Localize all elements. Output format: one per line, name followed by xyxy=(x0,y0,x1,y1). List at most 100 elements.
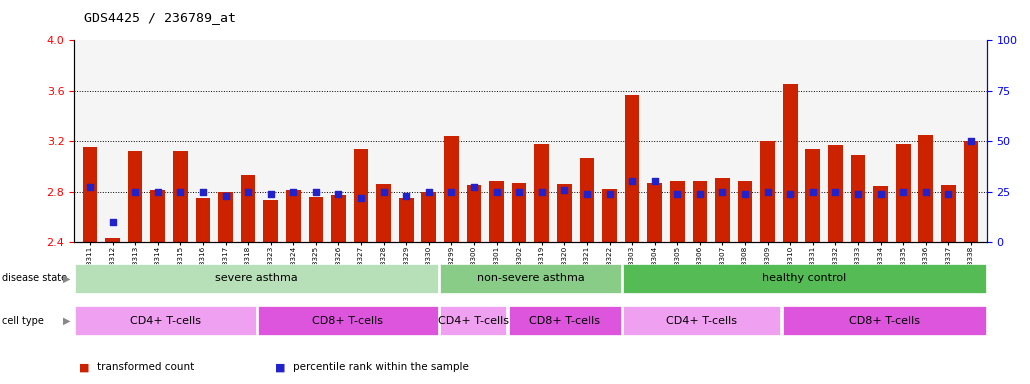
Bar xyxy=(896,144,911,242)
Text: ▶: ▶ xyxy=(63,316,70,326)
Bar xyxy=(623,264,986,293)
Point xyxy=(488,189,505,195)
Point xyxy=(918,189,934,195)
Bar xyxy=(353,149,369,242)
Bar xyxy=(82,147,97,242)
Bar xyxy=(964,141,978,242)
Bar xyxy=(941,185,956,242)
Point xyxy=(670,190,686,197)
Point xyxy=(940,190,957,197)
Text: CD4+ T-cells: CD4+ T-cells xyxy=(438,316,509,326)
Point xyxy=(104,219,121,225)
Bar xyxy=(828,145,843,242)
Text: CD8+ T-cells: CD8+ T-cells xyxy=(312,316,383,326)
Point xyxy=(375,189,391,195)
Text: disease state: disease state xyxy=(2,273,67,283)
Point xyxy=(691,190,708,197)
Text: ■: ■ xyxy=(79,362,90,372)
Bar xyxy=(467,185,481,242)
Bar xyxy=(441,264,620,293)
Point xyxy=(534,189,550,195)
Point xyxy=(127,189,143,195)
Bar xyxy=(715,178,730,242)
Point xyxy=(240,189,256,195)
Bar xyxy=(805,149,820,242)
Text: severe asthma: severe asthma xyxy=(215,273,298,283)
Point xyxy=(804,189,821,195)
Point xyxy=(872,190,889,197)
Point xyxy=(81,184,98,190)
Point xyxy=(331,190,347,197)
Bar xyxy=(75,306,255,335)
Text: CD4+ T-cells: CD4+ T-cells xyxy=(666,316,737,326)
Point xyxy=(827,189,844,195)
Bar xyxy=(580,157,594,242)
Point xyxy=(353,195,370,201)
Bar xyxy=(286,190,301,242)
Bar xyxy=(625,94,640,242)
Text: GDS4425 / 236789_at: GDS4425 / 236789_at xyxy=(84,12,237,25)
Point xyxy=(466,184,482,190)
Bar xyxy=(737,182,752,242)
Text: healthy control: healthy control xyxy=(762,273,847,283)
Bar xyxy=(441,306,507,335)
Text: percentile rank within the sample: percentile rank within the sample xyxy=(293,362,469,372)
Bar xyxy=(105,238,119,242)
Bar xyxy=(535,144,549,242)
Bar xyxy=(421,192,436,242)
Point xyxy=(217,192,234,199)
Bar xyxy=(557,184,572,242)
Bar xyxy=(75,264,438,293)
Bar xyxy=(399,198,414,242)
Point xyxy=(736,190,753,197)
Bar xyxy=(851,155,865,242)
Text: CD4+ T-cells: CD4+ T-cells xyxy=(130,316,201,326)
Bar xyxy=(376,184,391,242)
Bar xyxy=(489,182,504,242)
Point xyxy=(195,189,211,195)
Bar xyxy=(258,306,438,335)
Point xyxy=(624,178,641,185)
Point xyxy=(172,189,188,195)
Bar xyxy=(331,195,346,242)
Text: CD8+ T-cells: CD8+ T-cells xyxy=(849,316,920,326)
Point xyxy=(308,189,324,195)
Point xyxy=(850,190,866,197)
Point xyxy=(895,189,912,195)
Point xyxy=(714,189,730,195)
Point xyxy=(285,189,302,195)
Bar xyxy=(444,136,458,242)
Bar xyxy=(173,151,187,242)
Point xyxy=(149,189,166,195)
Bar xyxy=(309,197,323,242)
Bar xyxy=(241,175,255,242)
Point xyxy=(263,190,279,197)
Bar xyxy=(670,182,685,242)
Point xyxy=(963,138,980,144)
Point xyxy=(647,178,663,185)
Text: non-severe asthma: non-severe asthma xyxy=(477,273,584,283)
Point xyxy=(398,192,414,199)
Bar xyxy=(783,84,797,242)
Point xyxy=(443,189,459,195)
Bar xyxy=(509,306,620,335)
Bar xyxy=(603,189,617,242)
Point xyxy=(556,187,573,193)
Bar xyxy=(919,135,933,242)
Text: CD8+ T-cells: CD8+ T-cells xyxy=(529,316,600,326)
Bar xyxy=(783,306,986,335)
Text: transformed count: transformed count xyxy=(97,362,194,372)
Point xyxy=(420,189,437,195)
Point xyxy=(579,190,595,197)
Bar xyxy=(692,182,708,242)
Point xyxy=(759,189,776,195)
Bar xyxy=(218,192,233,242)
Point xyxy=(511,189,527,195)
Bar xyxy=(512,183,526,242)
Bar xyxy=(150,190,165,242)
Bar xyxy=(873,187,888,242)
Text: cell type: cell type xyxy=(2,316,44,326)
Text: ▶: ▶ xyxy=(63,273,70,283)
Bar xyxy=(623,306,781,335)
Text: ■: ■ xyxy=(275,362,285,372)
